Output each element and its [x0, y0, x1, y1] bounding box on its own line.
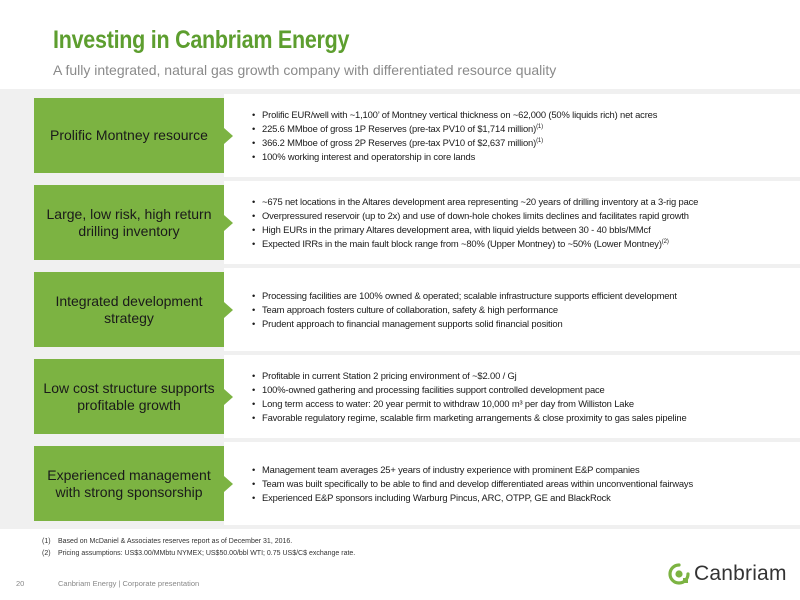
bullet-item: Long term access to water: 20 year permi…: [252, 397, 788, 411]
bullet-item: Processing facilities are 100% owned & o…: [252, 289, 788, 303]
bullet-item: Prolific EUR/well with ~1,100’ of Montne…: [252, 108, 788, 122]
bullet-text: High EURs in the primary Altares develop…: [262, 223, 651, 235]
arrow-icon: [224, 214, 233, 231]
footnote-ref: (2): [661, 238, 669, 245]
bullet-text: Processing facilities are 100% owned & o…: [262, 289, 677, 301]
bullet-text: Team was built specifically to be able t…: [262, 477, 693, 489]
feature-row: Experienced management with strong spons…: [0, 442, 800, 525]
bullet-text: Experienced E&P sponsors including Warbu…: [262, 491, 611, 503]
bullet-text: 100% working interest and operatorship i…: [262, 150, 476, 162]
bullet-item: Management team averages 25+ years of in…: [252, 463, 788, 477]
bullet-item: Prudent approach to financial management…: [252, 317, 788, 331]
arrow-icon: [224, 127, 233, 144]
footnote-ref: (1): [536, 123, 543, 130]
bullet-item: 100%-owned gathering and processing faci…: [252, 383, 788, 397]
row-label: Low cost structure supports profitable g…: [34, 359, 224, 434]
bullet-item: Expected IRRs in the main fault block ra…: [252, 237, 788, 251]
bullet-text: Overpressured reservoir (up to 2x) and u…: [262, 209, 689, 221]
row-label: Integrated development strategy: [34, 272, 224, 347]
footnote-text: Based on McDaniel & Associates reserves …: [58, 538, 293, 545]
bullet-text: Prolific EUR/well with ~1,100’ of Montne…: [262, 108, 658, 120]
arrow-icon: [224, 388, 233, 405]
footnotes: (1) Based on McDaniel & Associates reserv…: [42, 536, 355, 560]
footnote-ref: (1): [536, 137, 543, 144]
bullet-item: 366.2 MMboe of gross 2P Reserves (pre-ta…: [252, 136, 788, 150]
footnote-number: (2): [42, 550, 51, 557]
footnote-text: Pricing assumptions: US$3.00/MMbtu NYMEX…: [58, 550, 356, 557]
page-subtitle: A fully integrated, natural gas growth c…: [53, 62, 557, 78]
footnote: (1) Based on McDaniel & Associates reserv…: [42, 536, 355, 548]
arrow-icon: [224, 301, 233, 318]
bullet-item: ~675 net locations in the Altares develo…: [252, 195, 788, 209]
bullet-item: Team was built specifically to be able t…: [252, 477, 788, 491]
bullet-text: Profitable in current Station 2 pricing …: [262, 369, 517, 381]
bullet-text: Prudent approach to financial management…: [262, 317, 563, 329]
canbriam-logo-icon: [668, 563, 690, 585]
bullet-item: Profitable in current Station 2 pricing …: [252, 369, 788, 383]
bullet-item: Experienced E&P sponsors including Warbu…: [252, 491, 788, 505]
bullet-list: Processing facilities are 100% owned & o…: [252, 289, 788, 331]
feature-row: Integrated development strategy Processin…: [0, 268, 800, 351]
feature-row: Large, low risk, high return drilling in…: [0, 181, 800, 264]
feature-row: Prolific Montney resource Prolific EUR/we…: [0, 94, 800, 177]
page-number: 20: [16, 579, 25, 588]
company-logo: Canbriam: [668, 561, 787, 587]
page-title: Investing in Canbriam Energy: [53, 26, 350, 54]
footnote: (2) Pricing assumptions: US$3.00/MMbtu NY…: [42, 548, 355, 560]
arrow-icon: [224, 475, 233, 492]
bullet-item: Favorable regulatory regime, scalable fi…: [252, 411, 788, 425]
row-label: Experienced management with strong spons…: [34, 446, 224, 521]
bullet-list: ~675 net locations in the Altares develo…: [252, 195, 788, 251]
row-label: Large, low risk, high return drilling in…: [34, 185, 224, 260]
bullet-text: Management team averages 25+ years of in…: [262, 463, 640, 475]
feature-row: Low cost structure supports profitable g…: [0, 355, 800, 438]
bullet-list: Profitable in current Station 2 pricing …: [252, 369, 788, 425]
bullet-item: 225.6 MMboe of gross 1P Reserves (pre-ta…: [252, 122, 788, 136]
bullet-text: Team approach fosters culture of collabo…: [262, 303, 558, 315]
logo-wordmark: Canbriam: [694, 562, 787, 585]
bullet-list: Prolific EUR/well with ~1,100’ of Montne…: [252, 108, 788, 164]
bullet-text: Favorable regulatory regime, scalable fi…: [262, 411, 687, 423]
bullet-text: Long term access to water: 20 year permi…: [262, 397, 634, 409]
bullet-text: 366.2 MMboe of gross 2P Reserves (pre-ta…: [262, 136, 537, 148]
footer-text: Canbriam Energy | Corporate presentation: [58, 579, 200, 588]
bullet-list: Management team averages 25+ years of in…: [252, 463, 788, 505]
row-label: Prolific Montney resource: [34, 98, 224, 173]
bullet-item: Overpressured reservoir (up to 2x) and u…: [252, 209, 788, 223]
footnote-number: (1): [42, 538, 51, 545]
bullet-text: 225.6 MMboe of gross 1P Reserves (pre-ta…: [262, 122, 537, 134]
bullet-item: Team approach fosters culture of collabo…: [252, 303, 788, 317]
bullet-text: ~675 net locations in the Altares develo…: [262, 195, 699, 207]
bullet-text: Expected IRRs in the main fault block ra…: [262, 237, 662, 249]
bullet-item: High EURs in the primary Altares develop…: [252, 223, 788, 237]
footer: 20 Canbriam Energy | Corporate presentat…: [0, 570, 800, 600]
bullet-item: 100% working interest and operatorship i…: [252, 150, 788, 164]
bullet-text: 100%-owned gathering and processing faci…: [262, 383, 605, 395]
